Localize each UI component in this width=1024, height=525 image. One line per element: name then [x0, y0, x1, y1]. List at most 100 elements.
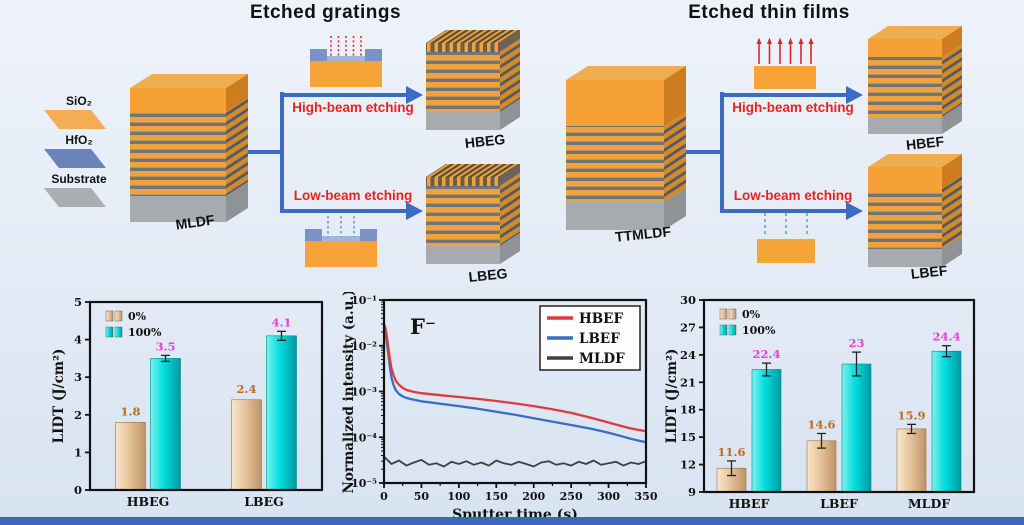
- films-high-beam-label: High-beam etching: [732, 100, 854, 115]
- svg-text:MLDF: MLDF: [579, 351, 625, 367]
- series-line-HBEF: [382, 323, 647, 433]
- films-branch-vertical: [720, 92, 724, 212]
- bars: 11.6 22.4 14.6 23 15.9 24.4: [716, 330, 962, 493]
- materials-legend: SiO₂ HfO₂ Substrate: [44, 94, 114, 211]
- svg-text:100%: 100%: [742, 324, 776, 337]
- svg-text:18: 18: [680, 403, 696, 417]
- svg-text:LBEG: LBEG: [244, 494, 284, 509]
- svg-text:24: 24: [680, 348, 696, 362]
- svg-text:150: 150: [485, 490, 508, 503]
- lidt-bar-chart-gratings: 0 1 2 3 4 5 1.8 3.5 2.4 4.1 HBEG LBEG LIDT (J/cm²) 0%…: [51, 295, 324, 509]
- svg-text:LIDT (J/cm²): LIDT (J/cm²): [51, 349, 67, 444]
- films-low-beam-label: Low-beam etching: [733, 188, 853, 203]
- films-title: Etched thin films: [688, 2, 850, 23]
- gratings-high-beam-label: High-beam etching: [292, 100, 414, 115]
- svg-text:300: 300: [597, 490, 620, 503]
- svg-text:0: 0: [380, 490, 388, 503]
- legend: 0% 100%: [105, 310, 162, 339]
- value-label-100%-LBEG: 4.1: [271, 315, 291, 329]
- value-label-0%-HBEG: 1.8: [120, 404, 140, 418]
- svg-text:10⁻²: 10⁻²: [351, 340, 377, 353]
- svg-text:27: 27: [680, 320, 696, 334]
- material-chip-hfo2: [44, 149, 106, 168]
- films-high-arrowhead-icon: [846, 86, 863, 104]
- material-label-sio2: SiO₂: [65, 94, 92, 108]
- bar-0%-LBEF: [806, 440, 837, 493]
- value-label-100%-LBEF: 23: [848, 336, 864, 350]
- svg-text:250: 250: [560, 490, 583, 503]
- gratings-high-arrow-line: [280, 93, 406, 97]
- lbeg-stack-graphic: [424, 162, 522, 271]
- bottom-border-strip: [0, 517, 1024, 525]
- svg-text:9: 9: [688, 485, 696, 499]
- svg-text:5: 5: [74, 295, 82, 309]
- low-beam-film-etch-icon: [757, 213, 815, 263]
- svg-text:2: 2: [74, 408, 82, 422]
- svg-text:1: 1: [74, 445, 82, 459]
- svg-text:4: 4: [74, 333, 82, 347]
- high-beam-grating-etch-icon: [310, 36, 382, 87]
- material-chip-sio2: [44, 110, 106, 129]
- hbef-stack-graphic: [866, 24, 964, 141]
- axes: 0 50 100 150 200 250 300 350 10⁻⁵ 10⁻⁴ 10⁻³ 10⁻² 10⁻…: [351, 294, 658, 503]
- value-label-100%-HBEG: 3.5: [155, 339, 175, 353]
- svg-text:100%: 100%: [128, 326, 162, 339]
- svg-text:10⁻¹: 10⁻¹: [351, 294, 377, 307]
- gratings-low-beam-label: Low-beam etching: [293, 188, 413, 203]
- gratings-branch-stub: [248, 150, 284, 154]
- svg-text:0: 0: [74, 483, 82, 497]
- svg-text:Normalized intensity (a.u.): Normalized intensity (a.u.): [341, 292, 357, 493]
- hbeg-stack-graphic: [424, 28, 522, 137]
- axes: 9 12 15 18 21 24 27 30: [680, 293, 704, 499]
- svg-text:LIDT (J/cm²): LIDT (J/cm²): [664, 349, 680, 444]
- svg-text:10⁻³: 10⁻³: [351, 386, 377, 399]
- material-label-substrate: Substrate: [51, 172, 107, 186]
- films-low-arrowhead-icon: [846, 202, 863, 220]
- bar-100%-MLDF: [931, 350, 962, 493]
- svg-text:10⁻⁴: 10⁻⁴: [351, 431, 377, 444]
- legend: 0% 100%: [719, 308, 776, 337]
- svg-text:200: 200: [522, 490, 545, 503]
- value-label-100%-MLDF: 24.4: [932, 330, 960, 344]
- gratings-low-arrow-line: [280, 209, 406, 213]
- films-branch-stub: [686, 150, 724, 154]
- material-chip-substrate: [44, 188, 106, 207]
- low-beam-grating-etch-icon: [305, 216, 377, 267]
- series-line-MLDF: [383, 455, 647, 468]
- value-label-100%-HBEF: 22.4: [752, 347, 780, 361]
- svg-text:0%: 0%: [128, 310, 147, 323]
- svg-text:100: 100: [447, 490, 470, 503]
- svg-text:350: 350: [635, 490, 658, 503]
- ttmldf-stack-graphic: [564, 64, 688, 237]
- svg-text:3: 3: [74, 370, 82, 384]
- bar-0%-MLDF: [896, 428, 927, 493]
- svg-text:HBEG: HBEG: [127, 494, 170, 509]
- bar-0%-LBEG: [231, 399, 262, 491]
- lidt-bar-chart-films: 9 12 15 18 21 24 27 30 11.6 22.4 14.6 23 15.9 24.4 HBE…: [664, 293, 976, 511]
- svg-text:MLDF: MLDF: [908, 496, 950, 511]
- svg-text:21: 21: [680, 375, 696, 389]
- lbef-stack-graphic: [866, 152, 964, 274]
- value-label-0%-LBEG: 2.4: [236, 382, 256, 396]
- value-label-0%-HBEF: 11.6: [717, 445, 745, 459]
- high-beam-film-etch-icon: [754, 37, 816, 89]
- svg-text:50: 50: [414, 490, 430, 503]
- bar-0%-HBEG: [115, 422, 146, 491]
- svg-text:LBEF: LBEF: [820, 496, 858, 511]
- bar-100%-LBEF: [841, 363, 872, 493]
- axes: 0 1 2 3 4 5: [74, 295, 90, 497]
- bar-100%-HBEG: [150, 358, 181, 491]
- bars: 1.8 3.5 2.4 4.1: [115, 315, 297, 491]
- films-low-arrow-line: [720, 209, 846, 213]
- svg-text:0%: 0%: [742, 308, 761, 321]
- svg-text:12: 12: [680, 458, 696, 472]
- gratings-branch-vertical: [280, 92, 284, 212]
- svg-text:HBEF: HBEF: [579, 311, 623, 327]
- svg-text:15: 15: [680, 430, 696, 444]
- bar-100%-LBEG: [266, 335, 297, 491]
- svg-text:LBEF: LBEF: [579, 331, 620, 347]
- films-high-arrow-line: [720, 93, 846, 97]
- svg-text:HBEF: HBEF: [729, 496, 770, 511]
- bar-100%-HBEF: [751, 369, 782, 493]
- legend: HBEF LBEF MLDF: [539, 305, 641, 371]
